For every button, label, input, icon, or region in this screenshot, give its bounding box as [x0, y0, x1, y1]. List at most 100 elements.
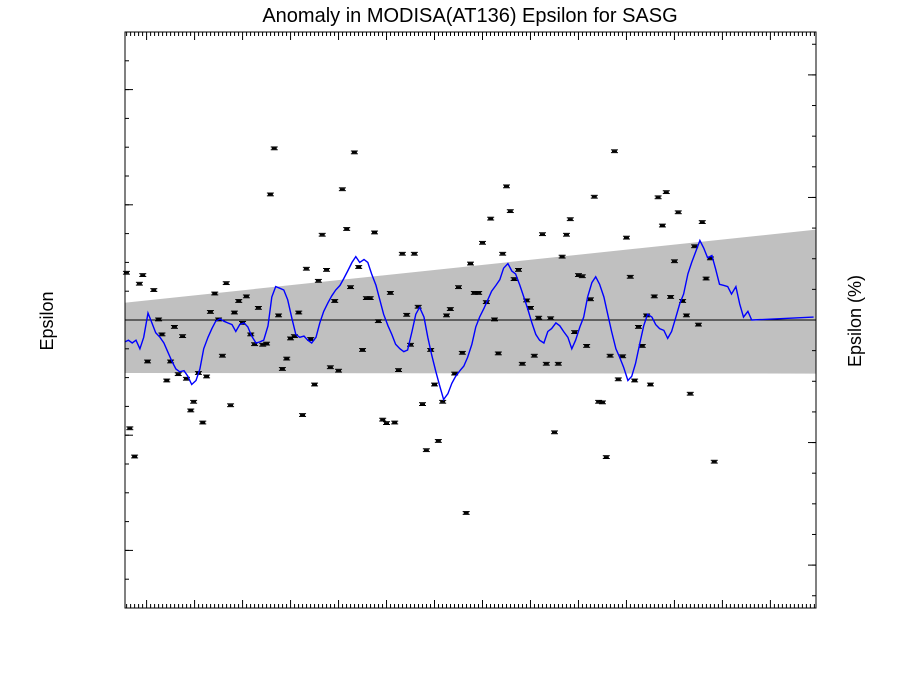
- data-point: [698, 220, 706, 224]
- point-marker: [288, 337, 294, 340]
- data-point: [338, 187, 346, 192]
- data-point: [355, 265, 363, 269]
- point-marker: [536, 316, 542, 319]
- confidence-envelope: [125, 229, 816, 374]
- point-marker: [204, 375, 210, 378]
- point-marker: [123, 271, 129, 274]
- point-marker: [663, 191, 669, 194]
- data-point: [646, 382, 654, 387]
- point-marker: [267, 193, 273, 196]
- data-point: [634, 325, 642, 329]
- point-marker: [324, 268, 330, 271]
- data-point: [622, 235, 630, 240]
- point-marker: [231, 311, 237, 314]
- point-marker: [635, 325, 641, 328]
- point-marker: [707, 257, 713, 260]
- data-point: [602, 455, 610, 459]
- point-marker: [440, 400, 446, 403]
- point-marker: [435, 439, 441, 442]
- data-point: [131, 454, 139, 459]
- data-point: [626, 274, 634, 279]
- point-marker: [543, 362, 549, 365]
- data-point: [494, 351, 502, 356]
- point-marker: [683, 314, 689, 317]
- data-point: [554, 361, 562, 366]
- point-marker: [659, 224, 665, 227]
- point-marker: [668, 295, 674, 298]
- point-marker: [620, 355, 626, 358]
- point-marker: [692, 245, 698, 248]
- point-marker: [699, 221, 705, 224]
- point-marker: [136, 282, 142, 285]
- data-point: [314, 278, 322, 283]
- data-point: [335, 368, 343, 373]
- point-marker: [495, 352, 501, 355]
- data-point: [206, 310, 214, 314]
- point-marker: [651, 295, 657, 298]
- point-marker: [183, 377, 189, 380]
- data-point: [318, 232, 326, 237]
- point-marker: [603, 456, 609, 459]
- point-marker: [575, 274, 581, 277]
- data-point: [590, 194, 598, 199]
- point-marker: [559, 255, 565, 258]
- data-point: [502, 184, 510, 189]
- point-marker: [151, 289, 157, 292]
- point-marker: [159, 333, 165, 336]
- data-point: [667, 295, 675, 299]
- point-marker: [611, 150, 617, 153]
- point-marker: [671, 260, 677, 263]
- point-marker: [219, 354, 225, 357]
- point-marker: [411, 252, 417, 255]
- data-point: [222, 281, 230, 286]
- point-marker: [420, 403, 426, 406]
- data-point: [654, 195, 662, 200]
- data-point: [203, 374, 211, 379]
- point-marker: [356, 266, 362, 269]
- data-point: [283, 356, 291, 361]
- point-marker: [584, 344, 590, 347]
- point-marker: [687, 392, 693, 395]
- data-point: [386, 291, 394, 295]
- point-marker: [396, 369, 402, 372]
- chart-title: Anomaly in MODISA(AT136) Epsilon for SAS…: [262, 5, 677, 27]
- data-point: [170, 325, 178, 329]
- data-point: [158, 332, 166, 337]
- point-marker: [300, 414, 306, 417]
- data-point: [631, 378, 639, 383]
- point-marker: [303, 267, 309, 270]
- point-marker: [459, 351, 465, 354]
- data-point: [155, 317, 163, 322]
- point-marker: [180, 335, 186, 338]
- point-marker: [615, 378, 621, 381]
- point-marker: [255, 306, 261, 309]
- point-marker: [639, 344, 645, 347]
- data-point: [199, 420, 207, 425]
- point-marker: [384, 422, 390, 425]
- data-point: [179, 334, 187, 339]
- point-marker: [503, 185, 509, 188]
- data-point: [550, 430, 558, 435]
- data-point: [499, 251, 507, 256]
- point-marker: [408, 343, 414, 346]
- data-point: [598, 400, 606, 405]
- point-marker: [711, 460, 717, 463]
- point-marker: [476, 291, 482, 294]
- point-marker: [572, 331, 578, 334]
- point-marker: [519, 362, 525, 365]
- point-marker: [276, 314, 282, 317]
- data-point: [218, 353, 226, 358]
- series-line: [124, 238, 814, 402]
- point-marker: [511, 278, 517, 281]
- point-marker: [252, 343, 258, 346]
- point-marker: [531, 354, 537, 357]
- point-marker: [127, 427, 133, 430]
- point-marker: [539, 233, 545, 236]
- data-point: [379, 417, 387, 422]
- point-marker: [132, 455, 138, 458]
- data-point: [311, 382, 319, 387]
- y-axis-label-left: Epsilon: [37, 291, 57, 350]
- data-point: [538, 232, 546, 237]
- data-point: [135, 281, 143, 286]
